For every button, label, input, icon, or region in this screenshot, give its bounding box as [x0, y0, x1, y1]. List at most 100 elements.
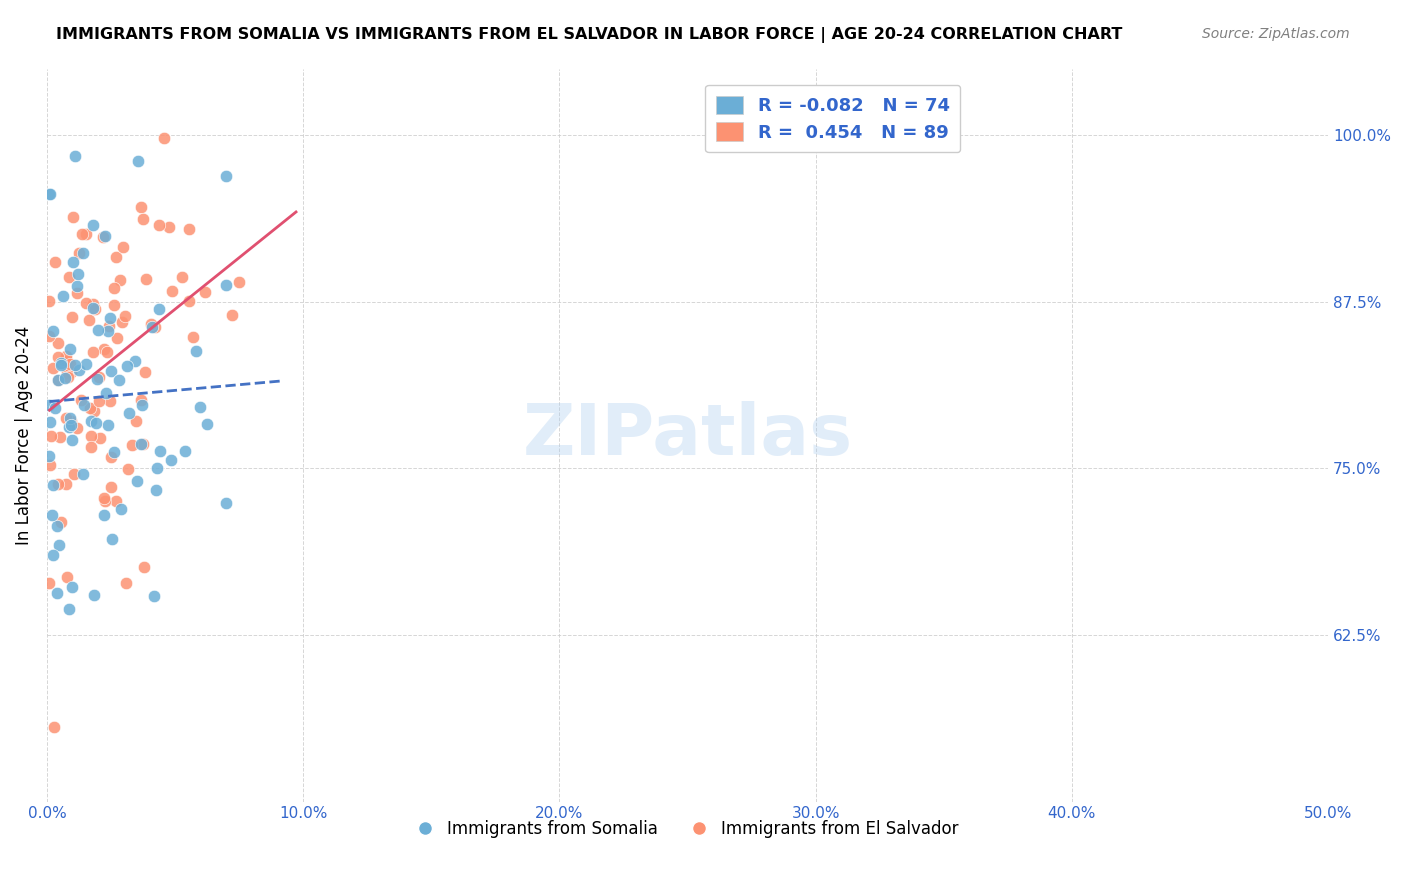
Point — [87, 369, 110, 384]
Point — [105, 331, 128, 345]
Point — [82, 344, 104, 359]
Point — [186, 343, 208, 358]
Point — [104, 494, 127, 508]
Point — [93, 491, 115, 505]
Point — [160, 453, 183, 467]
Point — [77, 313, 100, 327]
Point — [55, 371, 77, 385]
Point — [94, 494, 117, 508]
Point — [100, 450, 122, 465]
Y-axis label: In Labor Force | Age 20-24: In Labor Force | Age 20-24 — [15, 326, 32, 545]
Point — [96, 345, 118, 359]
Point — [44, 254, 66, 268]
Point — [49, 358, 72, 372]
Point — [42, 548, 65, 562]
Point — [177, 293, 200, 308]
Point — [41, 508, 63, 523]
Point — [87, 394, 110, 409]
Point — [83, 302, 105, 317]
Point — [221, 308, 243, 322]
Point — [67, 363, 90, 377]
Point — [80, 428, 103, 442]
Point — [124, 354, 146, 368]
Point — [48, 373, 70, 387]
Point — [82, 219, 104, 233]
Point — [131, 437, 153, 451]
Point — [112, 239, 135, 253]
Point — [148, 301, 170, 316]
Point — [108, 273, 131, 287]
Point — [115, 359, 138, 374]
Point — [195, 417, 218, 432]
Point — [188, 400, 211, 414]
Point — [215, 277, 238, 292]
Point — [104, 251, 127, 265]
Point — [149, 444, 172, 458]
Point — [103, 281, 125, 295]
Point — [127, 154, 149, 169]
Point — [38, 450, 60, 464]
Point — [93, 508, 115, 522]
Point — [97, 324, 120, 338]
Point — [114, 309, 136, 323]
Point — [114, 576, 136, 591]
Point — [75, 357, 97, 371]
Point — [107, 373, 129, 387]
Point — [100, 532, 122, 546]
Point — [62, 210, 84, 224]
Text: IMMIGRANTS FROM SOMALIA VS IMMIGRANTS FROM EL SALVADOR IN LABOR FORCE | AGE 20-2: IMMIGRANTS FROM SOMALIA VS IMMIGRANTS FR… — [56, 27, 1122, 43]
Point — [86, 323, 108, 337]
Point — [135, 272, 157, 286]
Point — [60, 417, 83, 432]
Point — [117, 462, 139, 476]
Point — [39, 458, 62, 473]
Point — [125, 414, 148, 428]
Point — [48, 430, 70, 444]
Point — [100, 479, 122, 493]
Point — [145, 483, 167, 497]
Point — [84, 417, 107, 431]
Point — [75, 296, 97, 310]
Point — [38, 329, 60, 343]
Point — [59, 411, 82, 425]
Point — [56, 569, 79, 583]
Point — [66, 279, 89, 293]
Point — [72, 467, 94, 481]
Point — [80, 414, 103, 428]
Point — [66, 286, 89, 301]
Point — [58, 602, 80, 616]
Point — [97, 319, 120, 334]
Point — [82, 296, 104, 310]
Point — [125, 475, 148, 489]
Point — [146, 461, 169, 475]
Point — [215, 169, 238, 184]
Point — [49, 515, 72, 529]
Point — [157, 219, 180, 234]
Point — [181, 329, 204, 343]
Point — [179, 221, 201, 235]
Point — [46, 518, 69, 533]
Point — [110, 502, 132, 516]
Point — [44, 401, 66, 415]
Point — [62, 310, 84, 324]
Point — [60, 580, 83, 594]
Point — [46, 477, 69, 491]
Point — [97, 417, 120, 432]
Point — [86, 372, 108, 386]
Text: ZIPatlas: ZIPatlas — [523, 401, 852, 469]
Point — [62, 255, 84, 269]
Point — [58, 370, 80, 384]
Point — [42, 324, 65, 338]
Point — [80, 440, 103, 454]
Point — [103, 298, 125, 312]
Point — [103, 444, 125, 458]
Point — [44, 720, 66, 734]
Point — [58, 420, 80, 434]
Point — [93, 342, 115, 356]
Point — [132, 559, 155, 574]
Point — [49, 356, 72, 370]
Point — [89, 432, 111, 446]
Point — [79, 401, 101, 415]
Point — [118, 406, 141, 420]
Point — [160, 285, 183, 299]
